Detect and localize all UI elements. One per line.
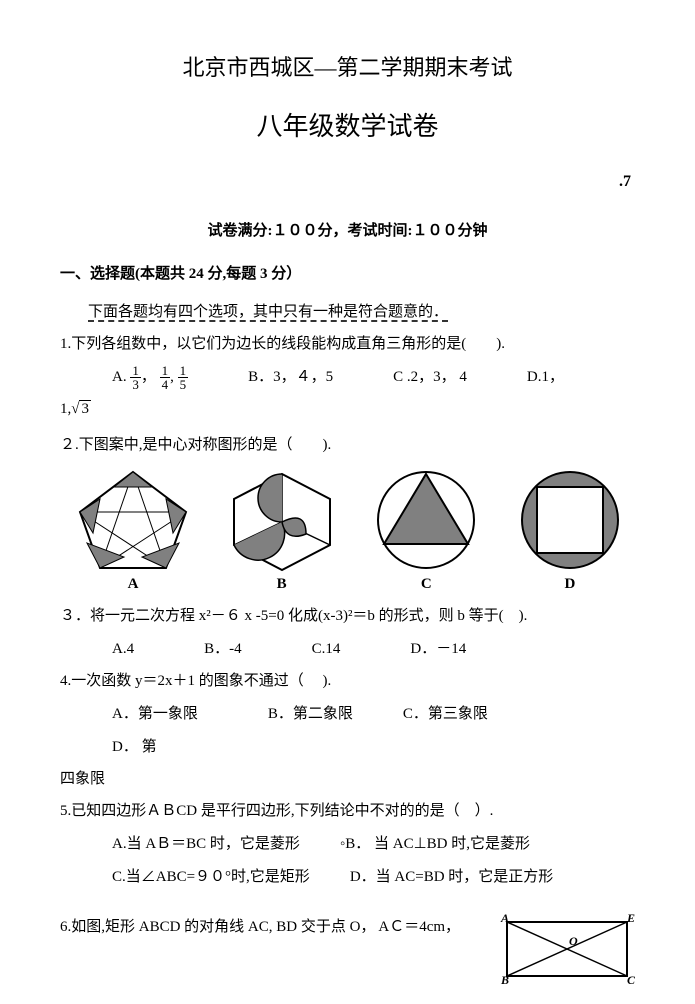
- q3-option-c: C.14: [312, 633, 341, 666]
- q5-option-c: C.当∠ABC=９０°时,它是矩形: [112, 861, 310, 894]
- q3-option-b: B．-4: [204, 633, 242, 666]
- q4-stem: 4.一次函数 y＝2x＋1 的图象不通过（ ).: [60, 666, 635, 696]
- q3-options: A.4 B．-4 C.14 D．－14: [60, 633, 635, 666]
- q4-tail: 四象限: [60, 764, 635, 794]
- q1-tail-radicand: 3: [79, 400, 91, 417]
- q1-option-b: B．3，４，5: [248, 361, 333, 394]
- exam-meta: 试卷满分:１００分，考试时间:１００分钟: [60, 219, 635, 240]
- q2-figures: A B C D: [60, 462, 635, 593]
- q2-label-d: D: [515, 576, 625, 593]
- q5-options-row1: A.当 AＢ＝BC 时，它是菱形 ◦B． 当 AC⊥BD 时,它是菱形: [60, 828, 635, 861]
- vertex-a-label: A: [500, 912, 509, 925]
- q1-tail: 1,√3: [60, 394, 635, 424]
- circle-triangle-icon: [371, 468, 481, 572]
- q3-option-d: D．－14: [410, 633, 466, 666]
- q5-option-b: ◦B． 当 AC⊥BD 时,它是菱形: [340, 828, 530, 861]
- section-1-instruction: 下面各题均有四个选项，其中只有一种是符合题意的．: [60, 297, 635, 327]
- q1-option-c: C .2，3， 4: [393, 361, 467, 394]
- q4-options: A．第一象限 B．第二象限 C．第三象限 D． 第: [60, 698, 635, 764]
- q1-stem: 1.下列各组数中，以它们为边长的线段能构成直角三角形的是( ).: [60, 329, 635, 359]
- page-corner-mark: .7: [60, 173, 635, 191]
- instruction-text: 下面各题均有四个选项，其中只有一种是符合题意的．: [88, 304, 448, 322]
- vertex-c-label: C: [627, 973, 635, 984]
- pentagon-shape-icon: [74, 468, 192, 572]
- circle-square-icon: [515, 468, 625, 572]
- q1-tail-prefix: 1,: [60, 401, 71, 417]
- fraction-icon: 14: [160, 364, 171, 391]
- q4-option-a: A．第一象限: [112, 698, 198, 731]
- q4-option-c: C．第三象限: [403, 698, 488, 731]
- q2-fig-b: B: [226, 470, 338, 593]
- fraction-icon: 15: [178, 364, 189, 391]
- page-title-line2: 八年级数学试卷: [60, 106, 635, 143]
- q1-options: A. 13， 14, 15 B．3，４，5 C .2，3， 4 D.1，: [60, 361, 635, 394]
- q5-stem: 5.已知四边形ＡＢCD 是平行四边形,下列结论中不对的的是（ ）.: [60, 796, 635, 826]
- q5-options-row2: C.当∠ABC=９０°时,它是矩形 D．当 AC=BD 时，它是正方形: [60, 861, 635, 894]
- q3-stem: ３．将一元二次方程 x²－６ x -5=0 化成(x-3)²＝b 的形式，则 b…: [60, 601, 635, 631]
- q2-label-b: B: [226, 576, 338, 593]
- q6-stem: 6.如图,矩形 ABCD 的对角线 AC, BD 交于点 O， AＣ＝4cm，: [60, 912, 499, 942]
- page-title-line1: 北京市西城区—第二学期期末考试: [60, 50, 635, 82]
- exam-page: 北京市西城区—第二学期期末考试 八年级数学试卷 .7 试卷满分:１００分，考试时…: [0, 0, 695, 1004]
- q1-option-d: D.1，: [527, 361, 564, 394]
- q6-figure: A E B C O: [499, 912, 635, 984]
- q5-option-a: A.当 AＢ＝BC 时，它是菱形: [112, 828, 300, 861]
- q2-label-c: C: [371, 576, 481, 593]
- q4-option-d: D． 第: [112, 731, 157, 764]
- q2-stem: ２.下图案中,是中心对称图形的是（ ).: [60, 430, 635, 460]
- q3-option-a: A.4: [112, 633, 134, 666]
- vertex-e-label: E: [626, 912, 635, 925]
- section-1-title: 一、选择题(本题共 24 分,每题 3 分）: [60, 262, 635, 283]
- q2-label-a: A: [74, 576, 192, 593]
- rectangle-diagonals-icon: A E B C O: [499, 912, 635, 984]
- center-o-label: O: [569, 934, 578, 948]
- q2-fig-c: C: [371, 468, 481, 593]
- q5-option-d: D．当 AC=BD 时，它是正方形: [350, 861, 553, 894]
- q1-option-a: A. 13， 14, 15: [112, 361, 188, 394]
- q2-fig-a: A: [74, 468, 192, 593]
- fraction-icon: 13: [130, 364, 141, 391]
- q6-row: 6.如图,矩形 ABCD 的对角线 AC, BD 交于点 O， AＣ＝4cm， …: [60, 912, 635, 984]
- q1-a-prefix: A.: [112, 369, 127, 385]
- vertex-b-label: B: [500, 973, 509, 984]
- q2-fig-d: D: [515, 468, 625, 593]
- hexagon-shape-icon: [226, 470, 338, 572]
- q4-option-b: B．第二象限: [268, 698, 353, 731]
